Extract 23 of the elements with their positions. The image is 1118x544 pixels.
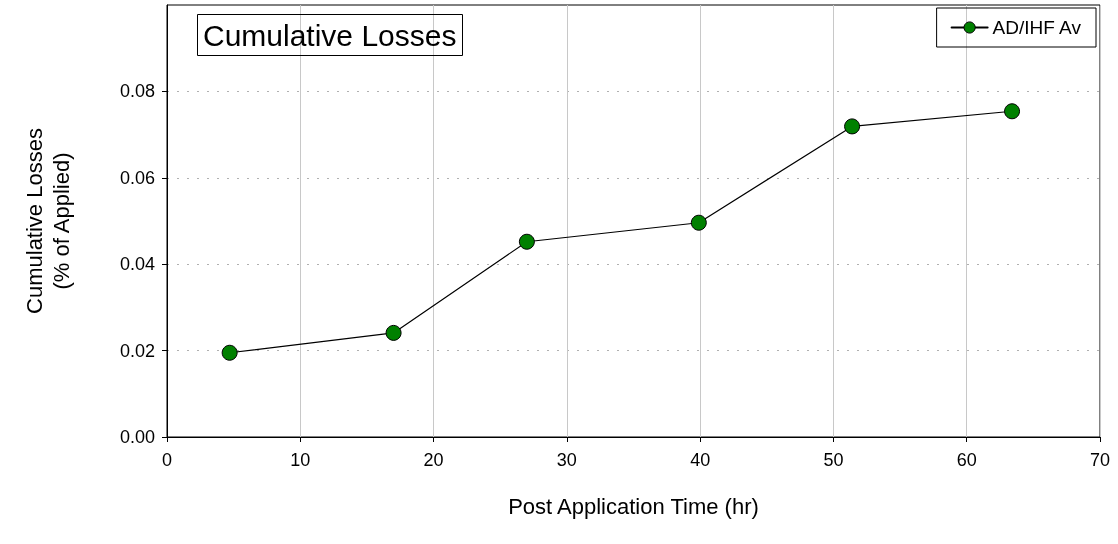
point	[518, 233, 535, 250]
y-tick-label: 0.00	[119, 427, 155, 447]
y-tick-label: 0.06	[119, 167, 155, 188]
point	[844, 118, 861, 135]
x-tick-label: 70	[1089, 450, 1111, 470]
y-tick-label: 0.04	[119, 254, 155, 275]
y-tick-label: 0.08	[119, 81, 155, 102]
point	[690, 214, 707, 231]
chart-title: Cumulative Losses	[203, 18, 457, 52]
point	[1004, 103, 1021, 120]
x-tick-label: 60	[956, 450, 977, 470]
x-tick-label: 50	[823, 450, 844, 470]
x-tick-label: 0	[161, 450, 173, 470]
x-tick-label: 20	[423, 450, 444, 470]
x-tick-label: 10	[290, 450, 311, 470]
x-tick-label: 40	[690, 450, 711, 470]
legend-label: AD/IHF Av	[992, 17, 1082, 38]
point	[385, 324, 402, 341]
point	[221, 344, 238, 361]
x-tick-label: 30	[556, 450, 577, 470]
x-axis-title: Post Application Time (hr)	[508, 493, 759, 519]
y-tick-label: 0.02	[119, 340, 155, 361]
y-axis-title: Cumulative Losses (% of Applied)	[22, 128, 74, 314]
